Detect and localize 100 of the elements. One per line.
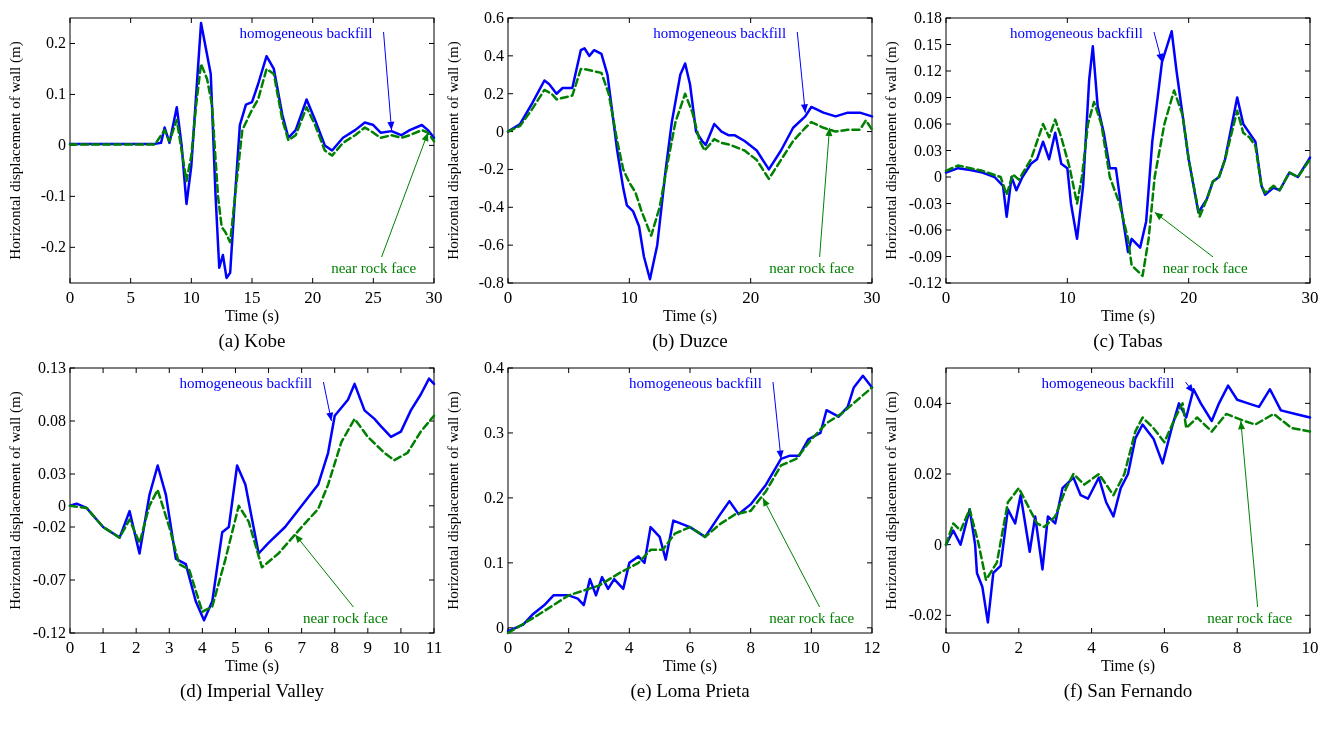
y-tick-label: -0.8 xyxy=(478,274,504,291)
x-tick-label: 15 xyxy=(243,288,261,307)
y-tick-label: 0.09 xyxy=(914,88,942,106)
x-tick-label: 6 xyxy=(685,638,695,657)
x-tick-label: 20 xyxy=(1180,288,1198,307)
x-tick-label: 12 xyxy=(863,638,881,657)
y-tick-label: 0.03 xyxy=(914,141,942,159)
text: (c) Tabas xyxy=(1093,330,1163,352)
annotation: homogeneous backfill xyxy=(239,25,373,41)
x-tick-label: 30 xyxy=(1301,288,1319,307)
x-tick-label: 10 xyxy=(1301,638,1319,657)
x-tick-label: 30 xyxy=(425,288,443,307)
y-tick-label: -0.6 xyxy=(478,236,504,254)
annotation: near rock face xyxy=(303,610,389,626)
x-tick-label: 10 xyxy=(620,288,638,307)
y-tick-label: -0.12 xyxy=(908,274,942,291)
y-tick-label: 0.18 xyxy=(914,9,942,26)
x-tick-label: 8 xyxy=(330,638,339,657)
y-tick-label: -0.09 xyxy=(908,247,942,265)
x-tick-label: 7 xyxy=(297,638,307,657)
x-tick-label: 10 xyxy=(182,288,200,307)
y-tick-label: -0.12 xyxy=(32,624,66,641)
x-axis-title: Time (s) xyxy=(1100,657,1156,675)
annotation: near rock face xyxy=(769,260,855,276)
annotation: homogeneous backfill xyxy=(629,375,762,391)
x-tick-label: 20 xyxy=(742,288,760,307)
x-tick-label: 5 xyxy=(126,288,135,307)
y-tick-label: 0 xyxy=(58,496,66,514)
y-tick-label: -0.02 xyxy=(32,518,66,535)
y-tick-label: -0.1 xyxy=(40,187,66,205)
line-series xyxy=(944,402,1312,582)
y-tick-label: 0.1 xyxy=(46,85,66,103)
y-tick-label: 0.08 xyxy=(38,412,66,429)
x-axis-title: Time (s) xyxy=(1100,307,1156,325)
y-axis-title: Horizontal displacement of wall (m) xyxy=(883,391,900,610)
x-tick-label: 30 xyxy=(863,288,881,307)
x-axis-title: Time (s) xyxy=(224,307,280,325)
x-tick-label: 2 xyxy=(131,638,141,657)
annotation: homogeneous backfill xyxy=(653,25,787,41)
y-axis-title: Horizontal displacement of wall (m) xyxy=(7,391,24,610)
x-tick-label: 9 xyxy=(363,638,373,657)
y-tick-label: 0.3 xyxy=(484,423,504,441)
y-tick-label: -0.02 xyxy=(908,606,942,624)
x-tick-label: 6 xyxy=(1160,638,1169,657)
line-series xyxy=(506,67,874,237)
annotation: near rock face xyxy=(1162,260,1248,276)
annotation: near rock face xyxy=(1207,610,1293,626)
y-tick-label: 0.04 xyxy=(914,394,942,412)
line-series xyxy=(944,89,1312,278)
x-tick-label: 2 xyxy=(564,638,573,657)
y-tick-label: 0.15 xyxy=(914,35,942,53)
y-tick-label: 0.2 xyxy=(484,84,504,102)
text: (b) Duzce xyxy=(652,330,728,352)
y-tick-label: 0 xyxy=(934,168,942,185)
y-tick-label: 0.6 xyxy=(484,9,504,26)
x-tick-label: 20 xyxy=(304,288,322,307)
y-axis-title: Horizontal displacement of wall (m) xyxy=(445,391,462,610)
y-tick-label: 0 xyxy=(58,136,66,154)
annotation: near rock face xyxy=(769,610,855,626)
y-tick-label: 0.02 xyxy=(914,465,942,482)
y-tick-label: 0 xyxy=(496,618,504,636)
line-series xyxy=(68,414,436,614)
x-tick-label: 2 xyxy=(1014,638,1024,657)
y-tick-label: 0.13 xyxy=(38,359,66,376)
y-tick-label: -0.07 xyxy=(32,571,66,588)
text: (a) Kobe xyxy=(218,330,286,352)
x-tick-label: 10 xyxy=(802,638,820,657)
y-axis-title: Horizontal displacement of wall (m) xyxy=(883,41,900,260)
x-tick-label: 8 xyxy=(1232,638,1242,657)
annotation: near rock face xyxy=(331,260,417,276)
x-tick-label: 1 xyxy=(98,638,108,657)
y-tick-label: 0.12 xyxy=(914,62,942,79)
y-tick-label: -0.2 xyxy=(40,238,66,256)
x-tick-label: 11 xyxy=(425,638,443,657)
y-tick-label: 0.2 xyxy=(46,34,66,52)
y-tick-label: -0.03 xyxy=(908,194,942,212)
y-tick-label: 0 xyxy=(934,535,942,553)
y-axis-title: Horizontal displacement of wall (m) xyxy=(7,41,24,260)
x-tick-label: 4 xyxy=(198,638,208,657)
y-tick-label: 0.2 xyxy=(484,488,504,506)
x-tick-label: 4 xyxy=(625,638,635,657)
x-axis-title: Time (s) xyxy=(662,657,718,675)
line-series xyxy=(68,62,436,244)
x-axis-title: Time (s) xyxy=(224,657,280,675)
y-tick-label: 0.03 xyxy=(38,465,66,482)
x-tick-label: 3 xyxy=(165,638,174,657)
annotation: homogeneous backfill xyxy=(179,375,313,391)
x-tick-label: 8 xyxy=(746,638,755,657)
text: (e) Loma Prieta xyxy=(630,680,751,702)
text: (d) Imperial Valley xyxy=(179,680,325,702)
y-tick-label: 0.1 xyxy=(484,553,504,571)
annotation: homogeneous backfill xyxy=(1041,375,1175,391)
x-axis-title: Time (s) xyxy=(662,307,718,325)
y-axis-title: Horizontal displacement of wall (m) xyxy=(445,41,462,260)
x-tick-label: 25 xyxy=(364,288,382,307)
y-tick-label: -0.4 xyxy=(478,198,504,216)
y-tick-label: 0.06 xyxy=(914,115,942,132)
y-tick-label: -0.2 xyxy=(478,160,504,178)
x-tick-label: 4 xyxy=(1087,638,1097,657)
annotation: homogeneous backfill xyxy=(1009,25,1143,41)
